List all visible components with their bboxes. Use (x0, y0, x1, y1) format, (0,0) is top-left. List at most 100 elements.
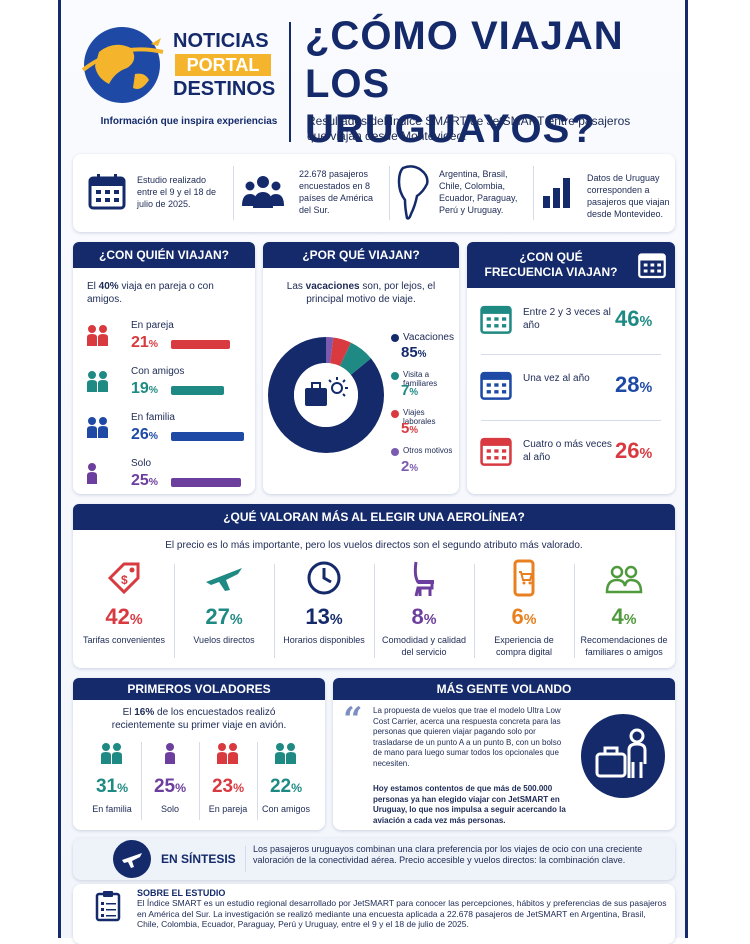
con-quien-label: En familia (131, 412, 175, 423)
fact-divider (389, 166, 390, 220)
value-number: 27 (205, 604, 230, 629)
value-number: 19 (131, 380, 149, 397)
group-icon (242, 176, 284, 208)
price-tag-icon: $ (104, 558, 144, 603)
quote-text: La propuesta de vuelos que trae el model… (373, 706, 562, 768)
row-divider (481, 420, 661, 421)
primeros-value: 23% (211, 776, 245, 797)
airplane-icon (122, 853, 142, 868)
fact-divider (233, 166, 234, 220)
legend-dot (391, 334, 399, 342)
con-quien-label: En pareja (131, 320, 174, 331)
value-number: 31 (95, 776, 118, 797)
seat-icon (404, 558, 444, 603)
value-number: 21 (131, 334, 149, 351)
column-divider (274, 564, 275, 658)
value-number: 2 (401, 458, 410, 475)
column-divider (199, 742, 200, 820)
por-que-intro: Las vacaciones son, por lejos, el princi… (273, 280, 449, 306)
valoran-label: Comodidad y calidad del servicio (381, 635, 467, 657)
person-icon (163, 742, 178, 771)
legend-value: 2% (401, 458, 419, 475)
frecuencia-label: Entre 2 y 3 veces al año (523, 307, 611, 331)
globe-logo-icon (81, 27, 164, 103)
page-title-line2: LOS URUGUAYOS? (305, 62, 596, 151)
logo: NOTICIAS PORTAL DESTINOS (79, 22, 279, 112)
value-number: 5 (401, 420, 410, 437)
frecuencia-value: 28% (615, 372, 653, 397)
airplane-icon (204, 558, 244, 603)
primeros-intro: El 16% de los encuestados realizó recien… (103, 706, 295, 732)
intro-pre: El (122, 707, 135, 718)
intro-bold: 16% (134, 707, 155, 718)
intro-bold: vacaciones (305, 281, 360, 292)
legend-dot (391, 448, 399, 456)
intro-bold: 40% (98, 281, 119, 292)
value-number: 26 (131, 426, 149, 443)
legend-label: Otros motivos (403, 446, 453, 455)
sintesis-card: EN SÍNTESIS Los pasajeros uruguayos comb… (73, 838, 675, 880)
con-quien-bar (171, 478, 241, 487)
value-number: 6 (511, 604, 524, 629)
valoran-card: ¿QUÉ VALORAN MÁS AL ELEGIR UNA AEROLÍNEA… (73, 504, 675, 668)
frecuencia-value: 46% (615, 306, 653, 331)
person-icon (85, 370, 111, 399)
primeros-label: En familia (92, 804, 132, 814)
legend-label: Visita a familiares (403, 370, 438, 388)
person-icon (85, 324, 111, 353)
con-quien-bar (171, 340, 230, 349)
calendar-icon (88, 174, 126, 210)
donut-slice (326, 337, 334, 364)
valoran-value: 42% (105, 604, 143, 629)
legend-dot (391, 372, 399, 380)
clock-icon (304, 558, 344, 603)
column-divider (474, 564, 475, 658)
frecuencia-label: Cuatro o más veces al año (523, 439, 612, 463)
primeros-card: PRIMEROS VOLADORES El 16% de los encuest… (73, 678, 325, 830)
traveler-luggage-icon (581, 714, 665, 798)
logo-line2: PORTAL (175, 54, 271, 76)
value-number: 4 (611, 604, 624, 629)
legend-label: Viajes laborales (403, 408, 436, 426)
quote-mark-icon: “ (343, 700, 363, 740)
mas-gente-card: MÁS GENTE VOLANDO “ La propuesta de vuel… (333, 678, 675, 830)
valoran-label: Experiencia de compra digital (494, 635, 554, 657)
legend-value: 7% (401, 382, 419, 399)
value-number: 7 (401, 382, 410, 399)
mas-gente-title: MÁS GENTE VOLANDO (333, 678, 675, 700)
value-number: 22 (269, 776, 292, 797)
column-divider (174, 564, 175, 658)
value-number: 8 (411, 604, 424, 629)
sintesis-divider (245, 846, 246, 872)
facts-strip: Estudio realizado entre el 9 y el 18 de … (73, 154, 675, 232)
person-icon (85, 462, 111, 491)
value-number: 23 (211, 776, 234, 797)
frecuencia-label: Una vez al año (523, 373, 590, 384)
quote-highlight: Hoy estamos contentos de que más de 500.… (373, 784, 566, 825)
people-icon (604, 558, 644, 603)
page-subtitle: Resultados del Índice SMART de JetSMART … (307, 114, 631, 143)
value-number: 25 (131, 472, 149, 489)
primeros-label: Con amigos (261, 804, 311, 814)
frecuencia-card: ¿CON QUÉ FRECUENCIA VIAJAN? Entre 2 y 3 … (467, 242, 675, 494)
con-quien-title: ¿CON QUIÉN VIAJAN? (73, 242, 255, 268)
por-que-title: ¿POR QUÉ VIAJAN? (263, 242, 459, 268)
valoran-value: 13% (305, 604, 343, 629)
calendar-icon (479, 434, 513, 473)
svg-text:$: $ (121, 573, 128, 587)
con-quien-card: ¿CON QUIÉN VIAJAN? El 40% viaja en parej… (73, 242, 255, 494)
primeros-title: PRIMEROS VOLADORES (73, 678, 325, 700)
intro-post: viaja en pareja o con amigos. (87, 281, 214, 305)
value-number: 25 (153, 776, 176, 797)
calendar-icon (479, 302, 513, 341)
valoran-intro: El precio es lo más importante, pero los… (165, 540, 583, 551)
frecuencia-title: ¿CON QUÉ FRECUENCIA VIAJAN? (484, 250, 618, 279)
calendar-icon (479, 368, 513, 407)
header-divider (289, 22, 291, 142)
clipboard-icon (95, 891, 121, 922)
value-number: 13 (305, 604, 330, 629)
frecuencia-value: 26% (615, 438, 653, 463)
por-que-card: ¿POR QUÉ VIAJAN? Las vacaciones son, por… (263, 242, 459, 494)
sobre-title: SOBRE EL ESTUDIO (137, 888, 226, 898)
valoran-label: Horarios disponibles (283, 635, 365, 645)
